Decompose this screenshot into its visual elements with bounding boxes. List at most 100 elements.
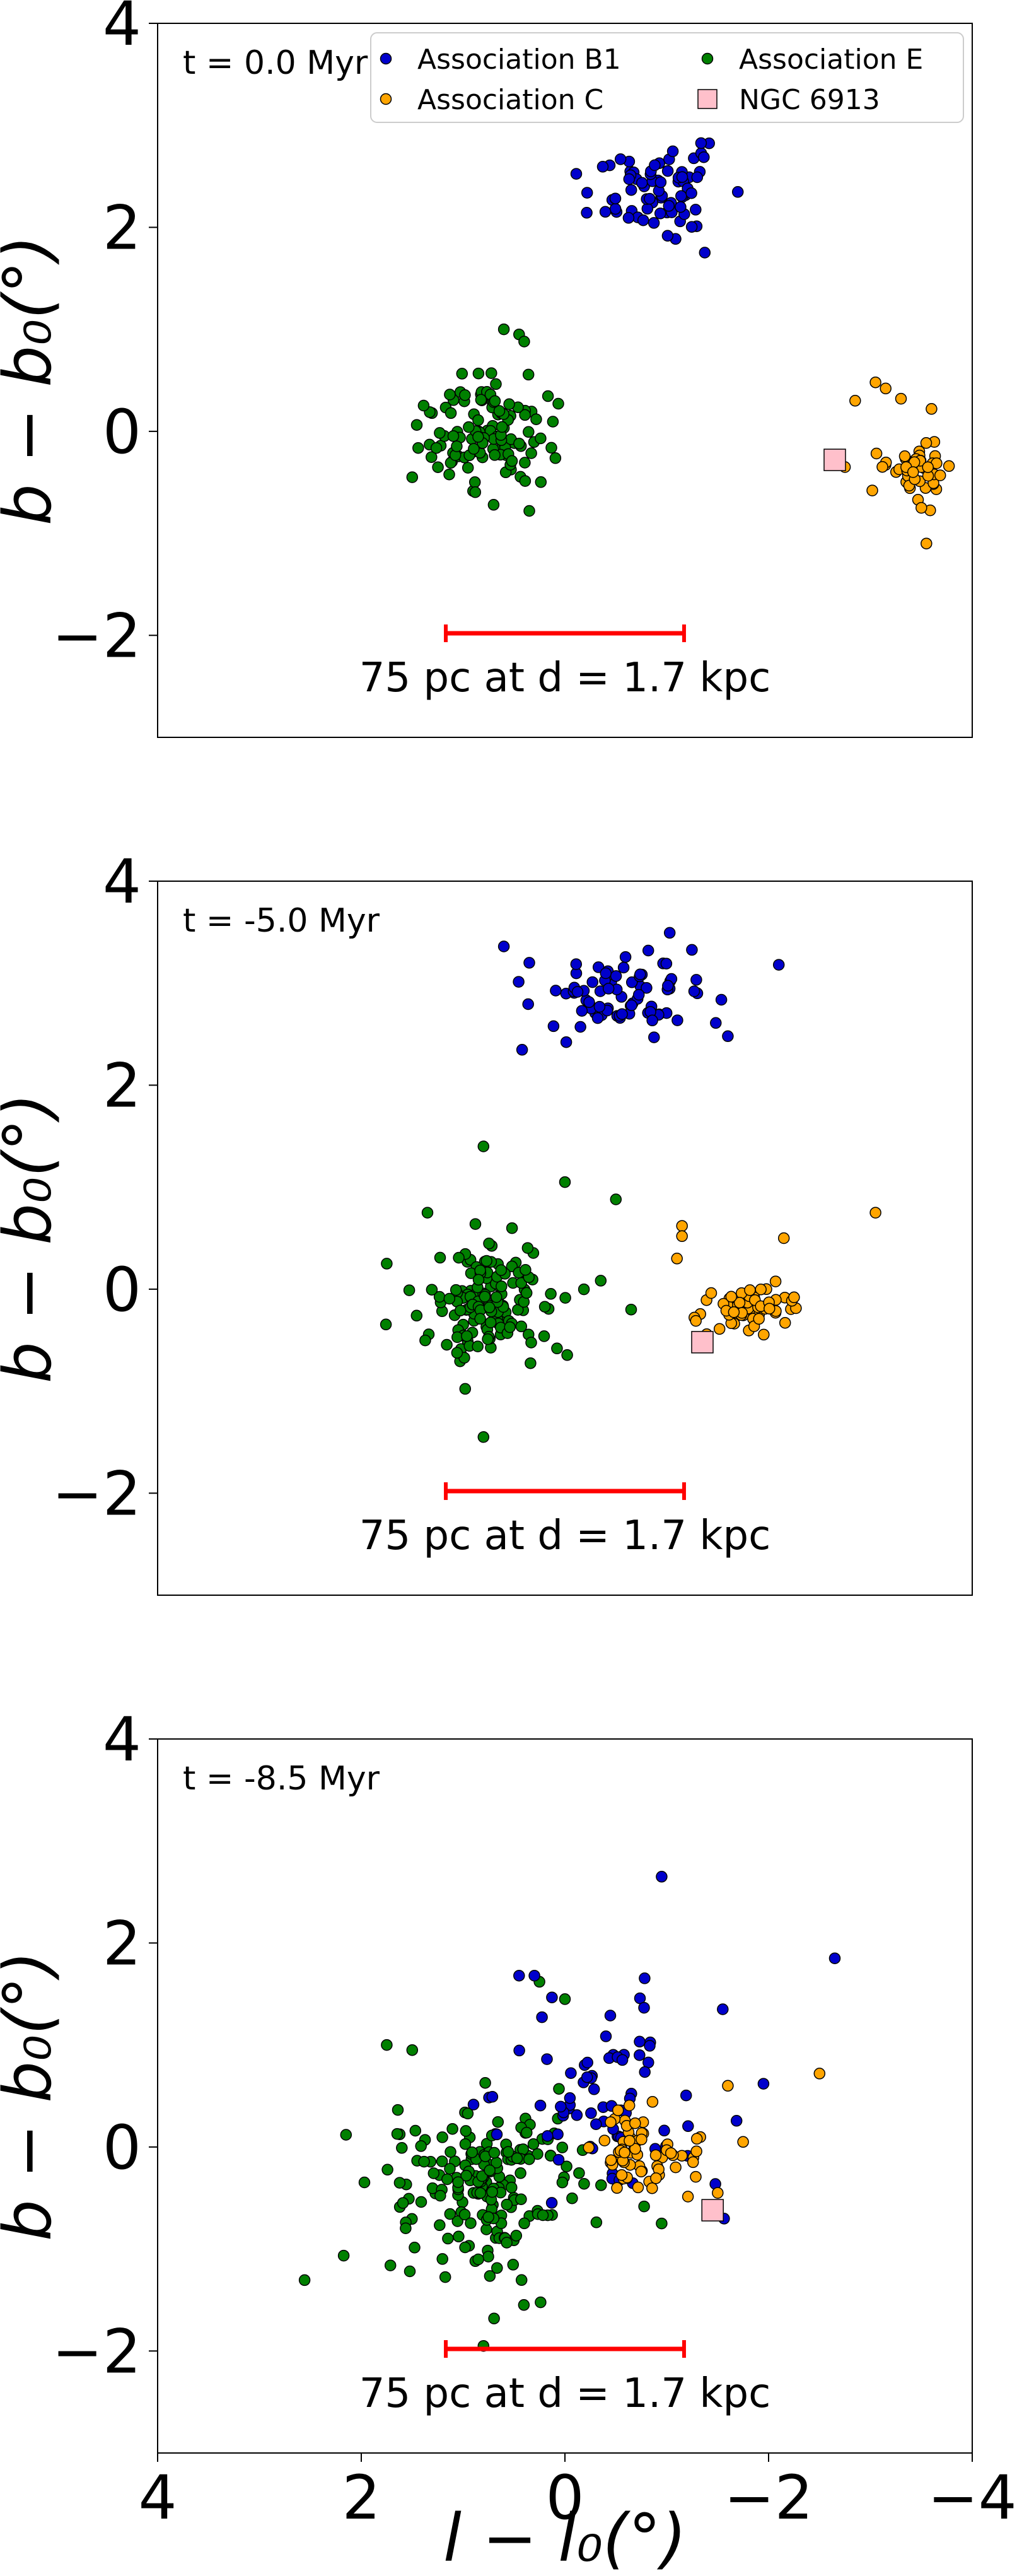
association-e-point [482,1333,494,1345]
time-label: t = -8.5 Myr [183,1760,380,1798]
association-b1-point [541,2053,553,2065]
association-b1-point [560,1036,572,1048]
association-e-point [551,1342,563,1355]
association-b1-point [710,1017,722,1029]
association-e-point [472,414,484,426]
association-b1-point [661,230,674,242]
association-e-point [439,2271,451,2283]
association-c-point [777,1232,790,1244]
association-e-point [523,2153,535,2165]
association-b1-point [571,2109,583,2121]
association-b1-point [491,2128,503,2141]
association-c-point [849,395,861,407]
association-b1-point [619,951,632,963]
panel-t-5: 75 pc at d = 1.7 kpc t = -5.0 Myr 420−2 … [0,846,973,1596]
association-e-point [520,1287,533,1299]
association-e-point [480,1255,492,1267]
association-e-point [445,2146,456,2158]
association-e-point [462,2107,474,2120]
association-e-point [532,2148,543,2160]
association-e-point [427,2167,440,2179]
association-b1-point [695,137,707,149]
association-e-point [493,405,506,417]
y-tick-label: 0 [103,1255,141,1325]
y-axis-label: b − b₀(°) [0,1951,66,2241]
association-b1-point [731,186,744,198]
association-b1-point [617,961,630,974]
association-b1-point [641,202,654,215]
association-e-point [502,2146,514,2158]
association-b1-point [644,2040,656,2052]
association-e-point [451,2215,463,2227]
association-e-point [384,2259,397,2271]
association-b1-point [523,957,535,969]
association-c-point [612,2104,624,2116]
association-e-point [459,2241,471,2254]
association-c-point [722,2080,734,2092]
y-axis-ticks: 4 2 0 −2 [52,846,158,1529]
association-e-point [515,1320,528,1333]
association-b1-point [513,976,525,988]
association-e-point [488,2312,500,2324]
association-b1-point [576,1005,588,1017]
association-e-point [523,505,535,517]
association-e-point [459,2138,472,2150]
association-e-point [358,2176,371,2189]
association-b1-point [610,970,622,982]
association-e-point [419,1334,431,1347]
association-c-point [713,1323,726,1335]
association-b1-point [564,2092,576,2104]
x-tick-label: 2 [342,2462,380,2533]
association-e-point [461,1330,473,1342]
association-e-point [521,2126,533,2139]
association-e-point [444,389,456,401]
association-b1-point [757,2078,770,2090]
association-e-point [484,1316,497,1328]
y-axis-label: b − b₀(°) [0,235,66,525]
association-e-point [545,1288,557,1300]
association-b1-point [534,2099,547,2112]
association-c-point [624,2134,636,2147]
association-e-point [523,426,535,438]
association-e-point [504,1321,516,1333]
association-b1-point [639,1972,651,1984]
association-c-point [922,461,934,473]
association-b1-point [583,996,595,1009]
association-c-point [866,484,878,496]
association-e-point [501,2237,513,2249]
association-e-point [412,442,424,454]
association-e-point [625,1303,637,1316]
association-e-point [337,2249,350,2262]
association-b1-point [600,967,612,980]
association-b1-point [699,247,711,259]
association-b1-point [552,2153,565,2166]
association-e-point [506,2181,518,2194]
association-b1-point [654,208,666,220]
association-c-point [788,1291,800,1304]
association-e-point [513,437,525,450]
association-b1-point [639,2066,651,2078]
association-e-point [426,451,438,463]
association-e-point [472,367,485,380]
association-e-point [443,1292,456,1305]
association-b1-point [593,1000,606,1013]
association-e-point [538,1301,551,1313]
association-e-point [453,2230,465,2243]
association-e-point [537,2209,549,2222]
association-e-point [466,2146,478,2158]
association-e-point [447,430,460,442]
association-e-point [426,1284,438,1296]
y-tick-label: 4 [103,1704,141,1775]
scatter-points [380,927,881,1443]
association-b1-point [634,2049,646,2061]
association-b1-point [614,153,627,165]
association-e-point [410,419,423,431]
association-e-point [454,1304,467,1316]
association-e-point [469,1218,482,1230]
association-b1-point [671,1014,683,1026]
association-c-point [650,2172,662,2184]
association-e-point [595,2179,607,2191]
association-e-point [490,378,502,390]
y-tick-label: 2 [103,1050,141,1121]
